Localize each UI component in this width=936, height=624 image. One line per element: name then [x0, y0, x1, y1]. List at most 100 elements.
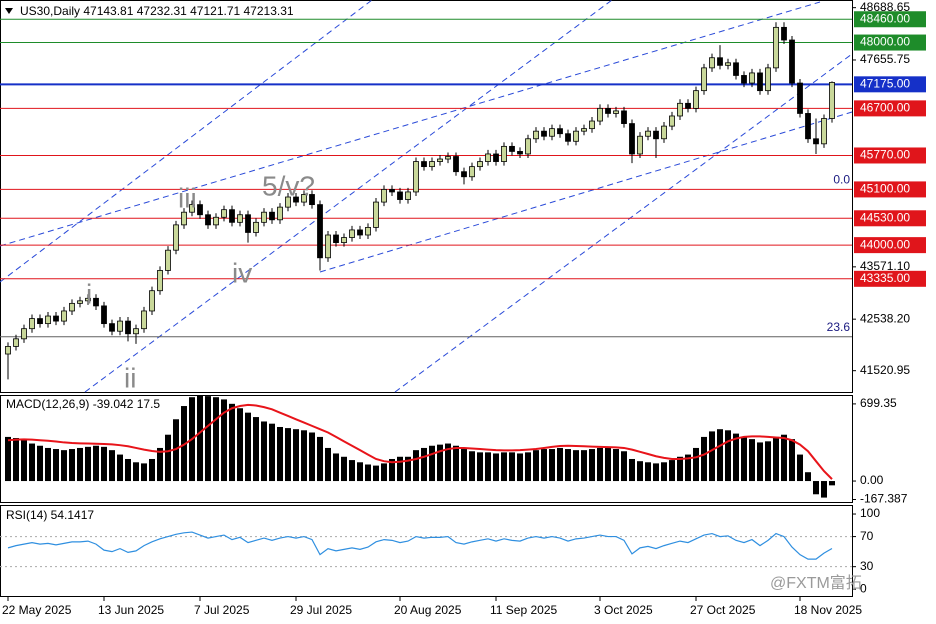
macd-bar	[725, 430, 731, 482]
candle-body	[125, 320, 131, 335]
macd-bar	[485, 452, 491, 482]
candle-body	[349, 229, 355, 238]
candle-body	[493, 153, 499, 162]
candle-body	[797, 82, 803, 114]
macd-bar	[445, 443, 451, 482]
wave-label: i	[86, 278, 92, 309]
macd-bar	[509, 452, 515, 482]
candle-body	[461, 171, 467, 178]
macd-bar	[701, 436, 707, 482]
candle-body	[101, 305, 107, 325]
candle-body	[357, 229, 363, 236]
wave-label: 5/v?	[262, 170, 315, 201]
candle-body	[69, 302, 75, 312]
candle-body	[293, 196, 299, 203]
candle-body	[677, 102, 683, 117]
y-tick-label: 0	[860, 581, 867, 595]
macd-bar	[653, 463, 659, 482]
macd-bar	[477, 452, 483, 482]
candle-body	[77, 300, 83, 304]
marks: 0.0 23.6 48688.65 47655.75 43571.10 42538.20 4…	[0, 0, 926, 617]
y-tick-label: 48688.65	[860, 0, 910, 14]
x-tick-label: 27 Oct 2025	[690, 603, 756, 617]
macd-bar	[461, 449, 467, 482]
level-label: 45770.00	[860, 148, 910, 162]
macd-bar	[613, 449, 619, 482]
candle-body	[261, 211, 267, 223]
macd-bar	[5, 436, 11, 482]
macd-bar	[597, 447, 603, 482]
candle-body	[301, 194, 307, 203]
macd-bar	[205, 396, 211, 482]
candle-body	[365, 227, 371, 236]
macd-bar	[517, 453, 523, 482]
level-label: 46700.00	[860, 101, 910, 115]
wave-label: iv	[232, 257, 252, 288]
candle-body	[685, 102, 691, 109]
x-tick-label: 11 Sep 2025	[490, 603, 557, 617]
candle-body	[789, 39, 795, 84]
candle-body	[637, 135, 643, 155]
candle-body	[213, 216, 219, 226]
x-tick-label: 13 Jun 2025	[98, 603, 164, 617]
macd-bar	[357, 462, 363, 482]
candle-body	[605, 107, 611, 114]
macd-bar	[405, 456, 411, 482]
macd-bar	[677, 456, 683, 482]
macd-bar	[365, 464, 371, 482]
macd-bar	[789, 439, 795, 482]
candle-body	[453, 156, 459, 173]
macd-bar	[285, 428, 291, 482]
macd-bar	[221, 399, 227, 482]
x-tick-label: 3 Oct 2025	[594, 603, 653, 617]
candle-body	[581, 128, 587, 132]
rsi-title: RSI(14) 54.1417	[6, 508, 94, 522]
candle-body	[317, 204, 323, 259]
candle-body	[485, 153, 491, 162]
candle-body	[733, 62, 739, 76]
y-tick-label: 47655.75	[860, 52, 910, 66]
level-label: 43335.00	[860, 271, 910, 285]
candle-body	[773, 26, 779, 69]
candle-body	[517, 151, 523, 155]
trend-line	[0, 0, 373, 283]
candle-body	[373, 201, 379, 228]
candle-body	[53, 315, 59, 322]
macd-bar	[341, 456, 347, 482]
candle-body	[285, 196, 291, 208]
macd-bar	[133, 462, 139, 482]
macd-bar	[149, 458, 155, 482]
macd-bar	[557, 447, 563, 482]
candle-body	[541, 130, 547, 137]
macd-bar	[669, 460, 675, 482]
y-tick-label: 41520.95	[860, 363, 910, 377]
macd-title: MACD(12,26,9) -39.042 17.5	[6, 397, 160, 411]
macd-bar	[197, 395, 203, 482]
trend-line	[394, 53, 853, 393]
macd-bar	[389, 458, 395, 482]
candle-body	[341, 237, 347, 243]
candle-body	[197, 204, 203, 216]
level-label: 45100.00	[860, 182, 910, 196]
macd-bar	[397, 456, 403, 482]
candle-body	[525, 138, 531, 155]
macd-bar	[693, 447, 699, 482]
macd-bar	[589, 449, 595, 482]
macd-bar	[709, 431, 715, 482]
macd-bar	[757, 442, 763, 482]
level-label: 44000.00	[860, 237, 910, 251]
macd-panel	[0, 395, 853, 503]
candle-body	[597, 107, 603, 122]
macd-bar	[813, 481, 819, 495]
macd-bar	[269, 423, 275, 482]
candle-body	[573, 130, 579, 142]
candle-body	[557, 128, 563, 135]
candle-body	[701, 67, 707, 92]
macd-bar	[93, 445, 99, 482]
candle-body	[85, 297, 91, 302]
macd-bar	[773, 436, 779, 482]
level-box	[854, 237, 926, 254]
macd-bar	[85, 446, 91, 482]
title-icon	[5, 8, 13, 14]
candle-body	[237, 214, 243, 223]
